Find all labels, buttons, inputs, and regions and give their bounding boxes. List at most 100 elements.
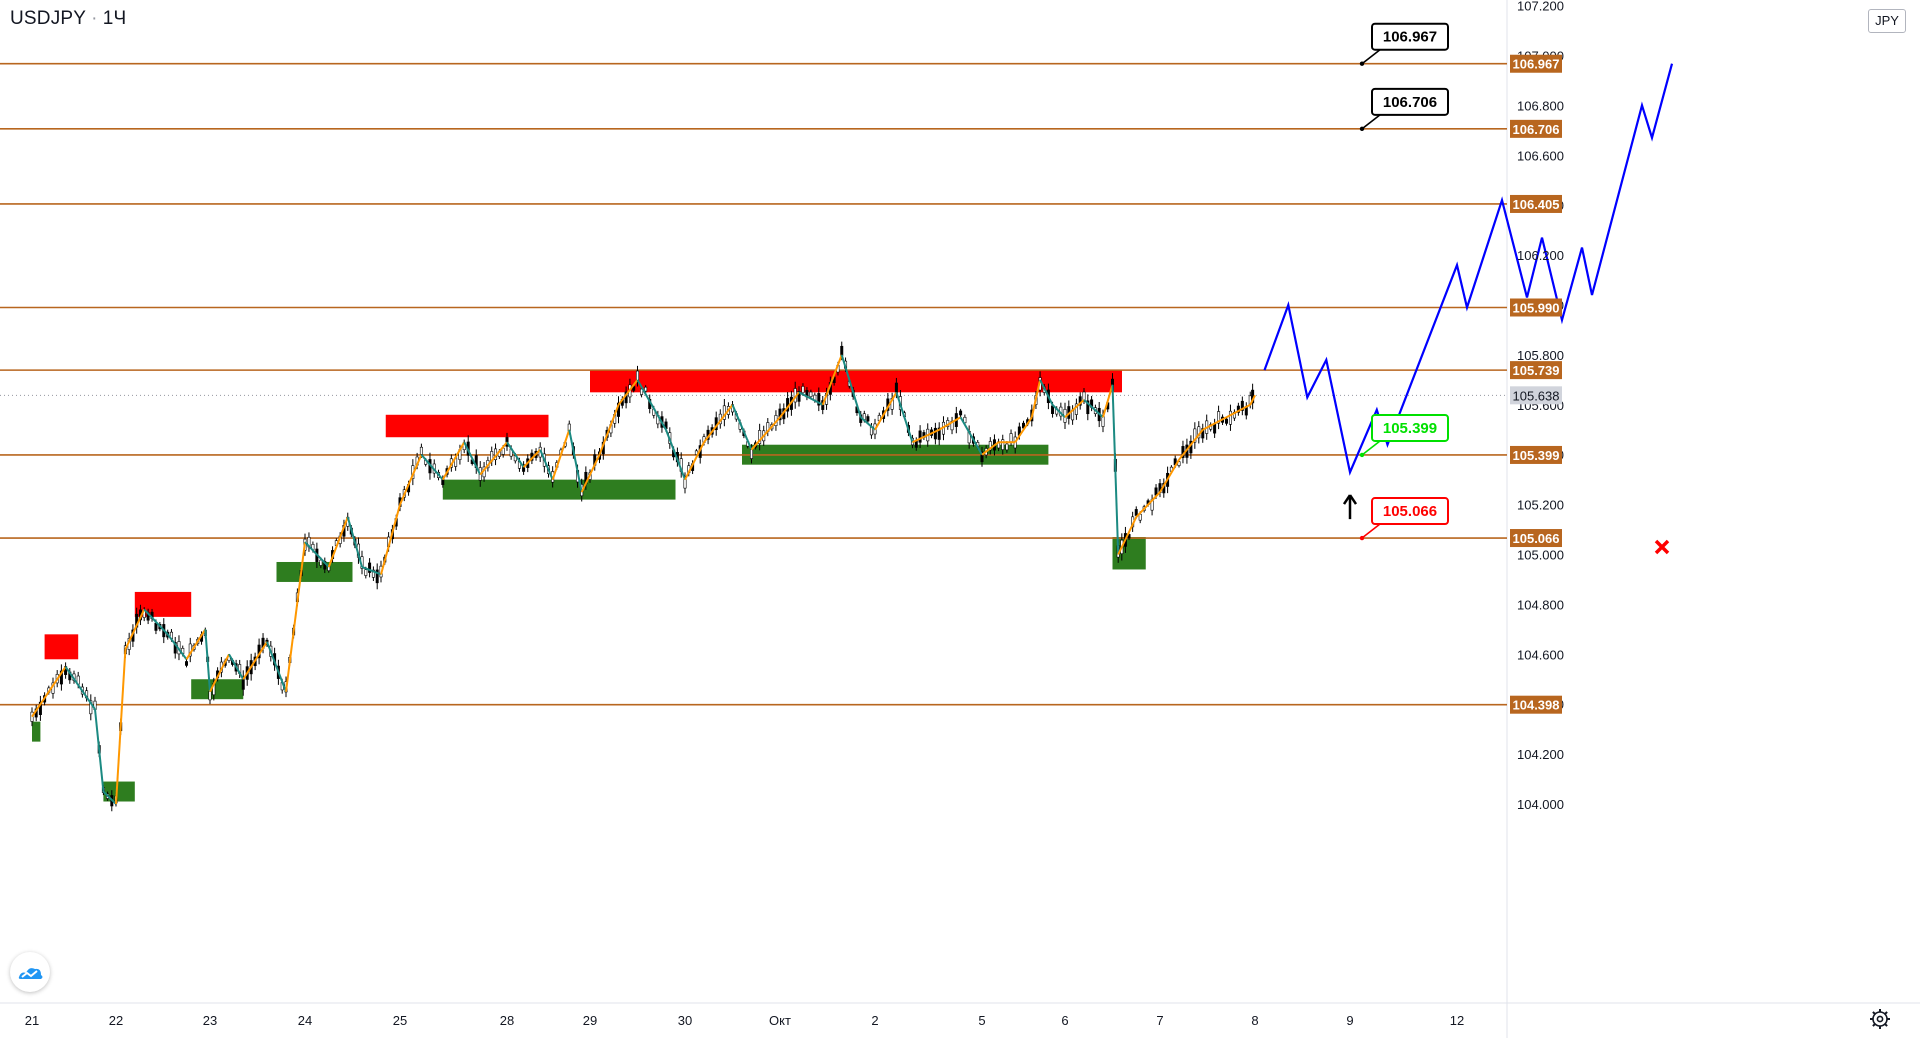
candle-body bbox=[38, 701, 42, 715]
zigzag-segment bbox=[185, 628, 207, 660]
candle-body bbox=[640, 388, 644, 395]
level-label: 105.399 bbox=[1513, 448, 1560, 463]
candle-body bbox=[1217, 411, 1221, 424]
currency-badge[interactable]: JPY bbox=[1868, 9, 1906, 33]
zigzag-segment bbox=[1051, 404, 1066, 418]
candle-body bbox=[1201, 428, 1205, 439]
gear-icon[interactable] bbox=[1868, 1007, 1892, 1031]
zigzag-segment bbox=[821, 354, 843, 406]
x-tick-label: 24 bbox=[298, 1013, 312, 1028]
zigzag-segment bbox=[731, 404, 753, 451]
x-tick-label: 5 bbox=[978, 1013, 985, 1028]
candle-body bbox=[749, 448, 753, 459]
y-tick-label: 104.800 bbox=[1517, 597, 1564, 612]
zones-layer bbox=[32, 369, 1146, 802]
callout-anchor bbox=[1359, 535, 1365, 541]
candle-body bbox=[154, 622, 158, 631]
y-tick-label: 105.200 bbox=[1517, 498, 1564, 513]
zigzag-segment bbox=[568, 429, 583, 493]
callout-text: 105.066 bbox=[1383, 503, 1437, 520]
candle-body bbox=[937, 427, 941, 440]
candle-body bbox=[368, 562, 372, 573]
tradingview-logo-icon[interactable] bbox=[10, 952, 50, 992]
callout-box[interactable] bbox=[1371, 87, 1449, 116]
candle-body bbox=[817, 393, 821, 406]
callout-box[interactable] bbox=[1371, 22, 1449, 51]
candle-body bbox=[894, 382, 898, 394]
zigzag-segment bbox=[115, 649, 127, 805]
y-tick-label: 104.000 bbox=[1517, 797, 1564, 812]
level-label-bg bbox=[1510, 119, 1562, 138]
candle-body bbox=[1134, 509, 1138, 516]
zigzag-segment bbox=[750, 416, 781, 451]
x-tick-label: 9 bbox=[1346, 1013, 1353, 1028]
candle-body bbox=[364, 569, 368, 576]
level-label: 106.405 bbox=[1513, 197, 1560, 212]
callout-leader bbox=[1361, 440, 1381, 456]
zigzag-segment bbox=[1202, 416, 1227, 431]
time-axis[interactable]: 21 22 23 24 25 28 29 30 Окт 2 5 6 7 8 9 12 bbox=[25, 1013, 1464, 1028]
zigzag-segment bbox=[380, 504, 401, 575]
zigzag-segment bbox=[1249, 394, 1256, 406]
zigzag-segment bbox=[479, 441, 508, 476]
y-tick-label: 107.200 bbox=[1517, 0, 1564, 14]
demand-zone bbox=[32, 721, 41, 742]
zigzag-segment bbox=[539, 449, 554, 481]
zigzag-segment bbox=[1102, 384, 1114, 418]
zigzag-segment bbox=[124, 608, 146, 650]
supply-zone bbox=[44, 634, 79, 660]
candle-body bbox=[980, 451, 984, 463]
y-tick-label: 106.800 bbox=[1517, 98, 1564, 113]
level-label-bg bbox=[1510, 529, 1562, 548]
candle-body bbox=[632, 386, 636, 391]
candle-body bbox=[918, 430, 922, 443]
x-tick-label: 12 bbox=[1450, 1013, 1464, 1028]
candle-body bbox=[505, 437, 509, 447]
supply-zone bbox=[590, 369, 1122, 393]
zigzag-segment bbox=[1083, 399, 1104, 419]
current-price-label: 105.638 bbox=[1513, 388, 1560, 403]
candle-body bbox=[1193, 428, 1197, 443]
callout-anchor bbox=[1359, 61, 1365, 66]
zigzag-segment bbox=[1064, 399, 1085, 419]
price-axis[interactable]: 104.000104.200104.400104.600104.800105.0… bbox=[1510, 0, 1564, 812]
y-tick-label: 105.800 bbox=[1517, 348, 1564, 363]
zigzag-segment bbox=[1014, 416, 1033, 443]
candle-body bbox=[1236, 405, 1240, 413]
zigzag-segment bbox=[361, 566, 382, 576]
zigzag-segment bbox=[580, 454, 601, 493]
callout-anchor bbox=[1359, 126, 1365, 132]
level-label-bg bbox=[1510, 54, 1562, 73]
zigzag-segment bbox=[506, 441, 525, 468]
candle-body bbox=[173, 642, 177, 654]
callouts-layer: 106.967 106.706 105.399 105.066 bbox=[1359, 22, 1449, 541]
symbol-name: USDJPY bbox=[10, 8, 87, 29]
projection-path[interactable] bbox=[1263, 63, 1674, 476]
level-label: 104.398 bbox=[1513, 698, 1560, 713]
x-tick-label: Окт bbox=[769, 1013, 791, 1028]
zigzag-segment bbox=[204, 629, 211, 692]
symbol-header[interactable]: USDJPY · 1Ч bbox=[10, 8, 126, 30]
x-tick-label: 23 bbox=[203, 1013, 217, 1028]
zigzag-segment bbox=[959, 416, 983, 456]
zigzag-segment bbox=[102, 790, 117, 805]
candle-body bbox=[64, 666, 68, 675]
zigzag-segment bbox=[209, 653, 230, 693]
candle-body bbox=[1225, 418, 1229, 424]
level-label: 106.967 bbox=[1513, 57, 1560, 72]
zigzag-segment bbox=[64, 666, 96, 710]
candle-body bbox=[59, 670, 63, 685]
level-label-bg bbox=[1510, 194, 1562, 213]
candle-body bbox=[89, 700, 93, 715]
callout-box[interactable] bbox=[1371, 413, 1449, 442]
callout-text: 106.967 bbox=[1383, 29, 1437, 46]
candle-body bbox=[185, 661, 189, 666]
current-price-label-bg bbox=[1510, 386, 1562, 405]
zigzag-segment bbox=[1030, 379, 1042, 418]
zigzag-segment bbox=[399, 454, 423, 505]
zigzag-segment bbox=[1135, 491, 1161, 518]
level-label: 106.706 bbox=[1513, 122, 1560, 137]
callout-box[interactable] bbox=[1371, 497, 1449, 526]
zigzag-segment bbox=[463, 441, 482, 476]
